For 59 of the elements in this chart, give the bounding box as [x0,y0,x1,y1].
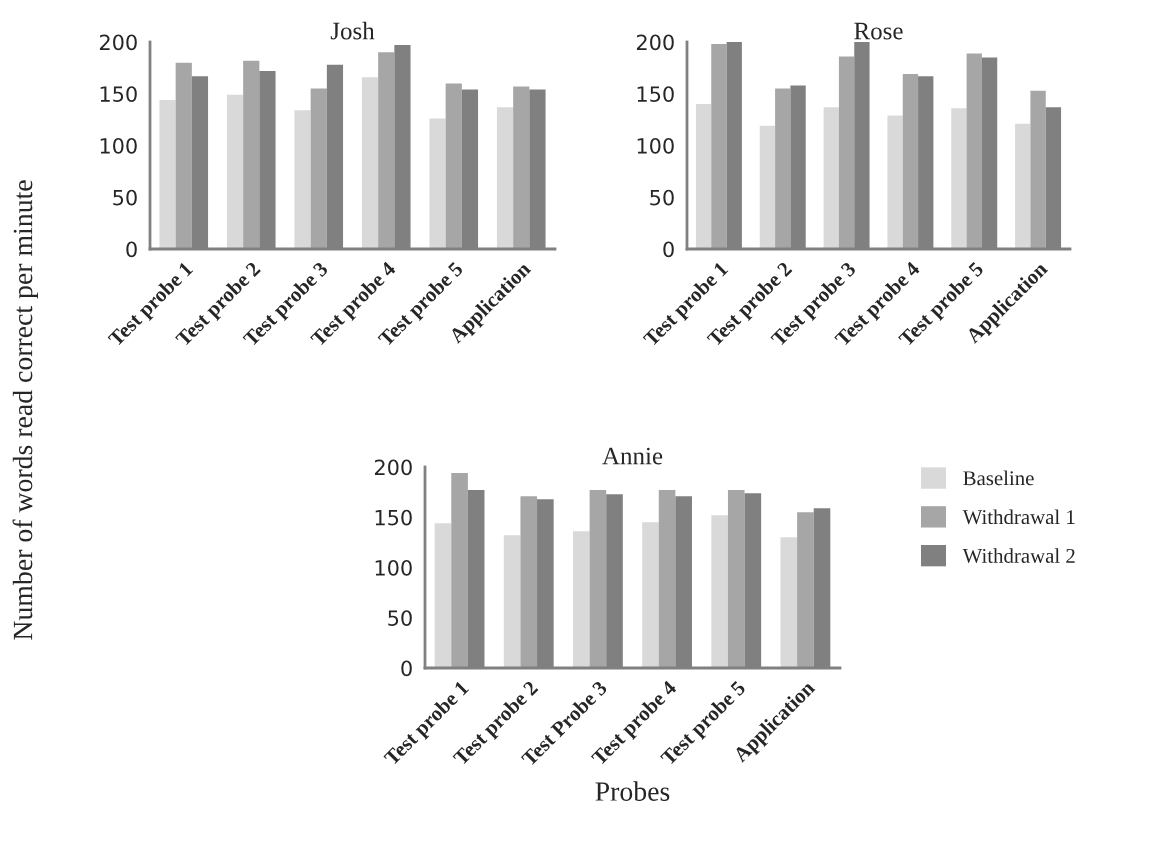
bar [243,60,260,249]
bar [573,531,590,668]
bar [759,125,776,249]
y-tick-label: 100 [375,559,412,576]
bar [175,62,192,249]
bar [695,104,712,249]
bar [658,490,676,668]
y-tick-label: 200 [636,34,674,51]
y-tick-label: 0 [126,241,137,258]
bar [1030,90,1046,249]
y-tick-label: 100 [100,137,137,154]
bar [513,86,530,249]
y-tick-label: 200 [374,459,412,476]
bar [711,515,728,668]
bar [520,496,538,668]
legend-label: Withdrawal 2 [962,548,1075,564]
y-tick-label: 150 [375,509,412,526]
bar [711,44,727,249]
bar [445,83,462,249]
bar [159,99,176,249]
bar [775,88,791,249]
bar [797,512,814,668]
y-tick-label: 50 [650,189,674,206]
bar [361,77,379,249]
y-tick-label: 0 [401,660,412,677]
chart-title: Annie [602,447,663,465]
bar [294,110,311,249]
bar [451,473,468,668]
bar [496,107,514,249]
bar [642,522,659,668]
y-tick-label: 50 [113,189,137,206]
bar [434,523,452,668]
bar [838,56,855,249]
chart-title: Josh [330,21,375,40]
bar [951,108,967,249]
y-tick-label: 100 [637,137,674,154]
chart-title: Rose [854,22,903,40]
legend-label: Withdrawal 1 [962,509,1075,525]
bar [310,88,327,249]
y-tick-label: 150 [100,86,137,102]
bar [902,74,919,249]
bar [589,490,607,668]
bar [1015,123,1031,249]
bar [780,537,798,668]
bar [226,94,244,249]
y-tick-label: 0 [663,241,674,258]
y-tick-label: 200 [99,34,137,51]
bar [727,490,745,668]
bar [378,52,395,249]
bar [503,535,521,668]
x-axis-title: Probes [595,781,670,801]
y-tick-label: 50 [388,610,412,626]
bar [429,118,446,249]
y-axis-title: Number of words read correct per minute [12,180,38,640]
bar [966,53,982,249]
legend-label: Baseline [963,470,1034,486]
bar [823,107,839,249]
y-tick-label: 150 [637,86,674,102]
bar [887,115,903,249]
